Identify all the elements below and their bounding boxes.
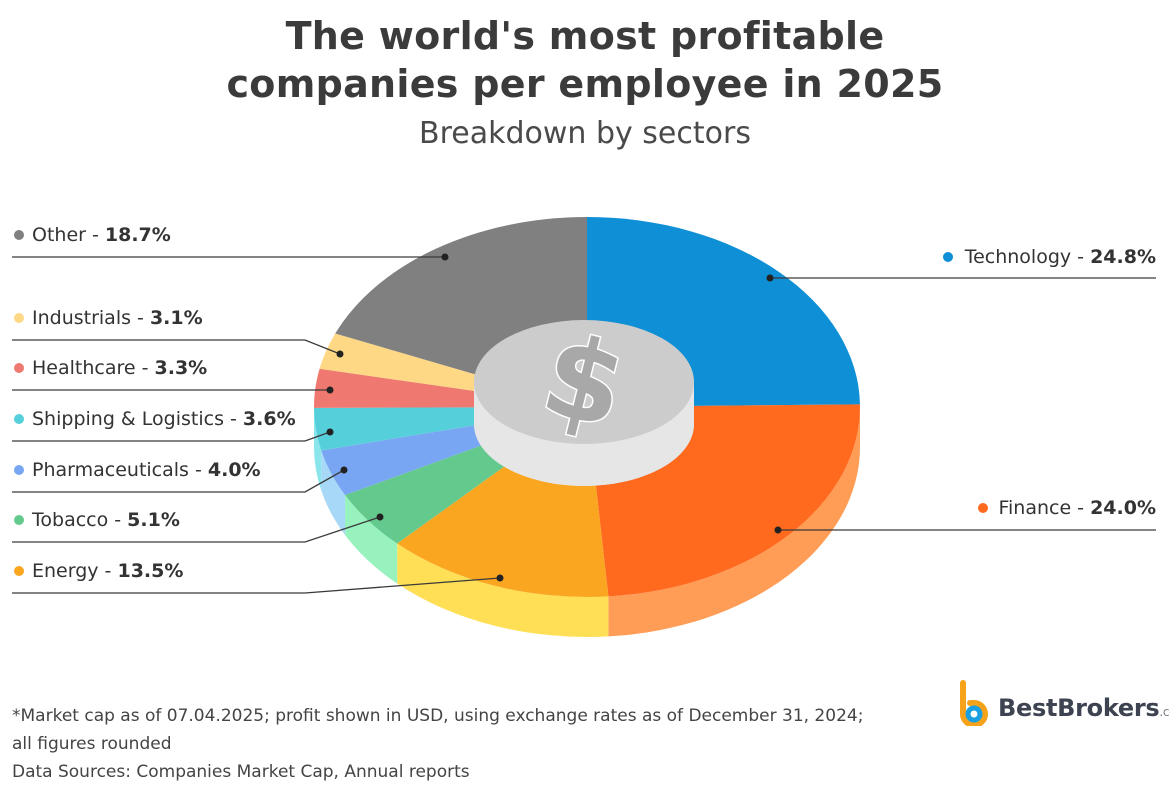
leader-endpoint <box>766 274 774 282</box>
legend-swatch <box>14 414 24 424</box>
legend-swatch <box>14 363 24 373</box>
legend-item-energy: Energy - 13.5% <box>12 560 504 594</box>
legend-name: Industrials - <box>32 307 150 329</box>
slice-side-4 <box>321 450 346 536</box>
legend-value: 3.3% <box>155 357 208 379</box>
legend-label: Energy - 13.5% <box>32 560 183 582</box>
slice-side-5 <box>314 407 322 491</box>
legend-swatch <box>14 313 24 323</box>
brand-logo: BestBrokers.com <box>958 680 1170 730</box>
chart-title-line-1: The world's most profitable <box>285 14 885 58</box>
legend-value: 3.1% <box>150 307 203 329</box>
footnote-line-2: all figures rounded <box>12 734 172 754</box>
legend-item-industrials: Industrials - 3.1% <box>12 307 344 358</box>
leader-endpoint <box>326 386 334 394</box>
legend-item-other: Other - 18.7% <box>12 224 449 261</box>
legend-item-healthcare: Healthcare - 3.3% <box>12 357 334 394</box>
slice-side-3 <box>345 495 398 584</box>
legend-name: Energy - <box>32 560 117 582</box>
leader-line <box>12 469 345 493</box>
legend-name: Healthcare - <box>32 357 155 379</box>
legend-swatch <box>14 465 24 475</box>
legend-name: Technology - <box>964 246 1090 268</box>
pie-legend: Technology - 24.8% Finance - 24.0% Energy … <box>12 224 1156 594</box>
slice-side-2 <box>397 543 609 638</box>
legend-swatch <box>14 230 24 240</box>
leader-line <box>12 339 341 355</box>
leader-endpoint <box>774 526 782 534</box>
footnote-line-1: *Market cap as of 07.04.2025; profit sho… <box>12 706 864 726</box>
pie-depth-layer <box>314 407 860 638</box>
leader-endpoint <box>441 253 449 261</box>
leader-line <box>12 431 331 442</box>
chart-title: The world's most profitable companies pe… <box>0 12 1170 108</box>
leader-endpoint <box>326 428 334 436</box>
legend-label: Pharmaceuticals - 4.0% <box>32 459 261 481</box>
legend-label: Other - 18.7% <box>32 224 171 246</box>
leader-endpoint <box>496 574 504 582</box>
legend-label: Technology - 24.8% <box>964 246 1156 268</box>
leader-line <box>12 577 501 594</box>
legend-name: Pharmaceuticals - <box>32 459 208 481</box>
legend-label: Tobacco - 5.1% <box>31 509 180 531</box>
leader-endpoint <box>340 466 348 474</box>
legend-value: 3.6% <box>243 408 296 430</box>
legend-swatch <box>978 503 988 513</box>
legend-swatch <box>14 566 24 576</box>
legend-label: Finance - 24.0% <box>998 497 1156 519</box>
legend-name: Tobacco - <box>31 509 127 531</box>
legend-value: 5.1% <box>127 509 180 531</box>
bestbrokers-logo-icon <box>960 680 988 726</box>
brand-name-text: BestBrokers <box>998 694 1160 722</box>
legend-label: Shipping & Logistics - 3.6% <box>32 408 296 430</box>
legend-label: Healthcare - 3.3% <box>32 357 207 379</box>
legend-value: 13.5% <box>117 560 183 582</box>
legend-item-tobacco: Tobacco - 5.1% <box>12 509 384 543</box>
leader-endpoint <box>336 350 344 358</box>
legend-value: 24.0% <box>1090 497 1156 519</box>
legend-swatch <box>14 515 24 525</box>
chart-subtitle: Breakdown by sectors <box>419 116 751 151</box>
footnote: *Market cap as of 07.04.2025; profit sho… <box>12 702 892 786</box>
brand-name: BestBrokers.com <box>998 694 1170 722</box>
legend-item-technology: Technology - 24.8% <box>766 246 1156 282</box>
legend-value: 18.7% <box>105 224 171 246</box>
legend-item-shipping-logistics: Shipping & Logistics - 3.6% <box>12 408 334 442</box>
leader-endpoint <box>376 513 384 521</box>
chart-title-line-2: companies per employee in 2025 <box>226 62 944 106</box>
dollar-coin-icon: $ <box>474 308 694 486</box>
legend-item-pharmaceuticals: Pharmaceuticals - 4.0% <box>12 459 348 493</box>
legend-value: 24.8% <box>1090 246 1156 268</box>
coin-face <box>474 320 694 444</box>
legend-item-finance: Finance - 24.0% <box>774 497 1156 534</box>
footnote-sources: Data Sources: Companies Market Cap, Annu… <box>12 762 470 782</box>
legend-swatch <box>943 252 953 262</box>
legend-name: Shipping & Logistics - <box>32 408 243 430</box>
leader-line <box>12 516 381 543</box>
legend-name: Finance - <box>998 497 1090 519</box>
brand-suffix: .com <box>1159 705 1170 719</box>
legend-name: Other - <box>32 224 105 246</box>
slice-side-1 <box>608 407 860 637</box>
legend-label: Industrials - 3.1% <box>32 307 203 329</box>
legend-value: 4.0% <box>208 459 261 481</box>
